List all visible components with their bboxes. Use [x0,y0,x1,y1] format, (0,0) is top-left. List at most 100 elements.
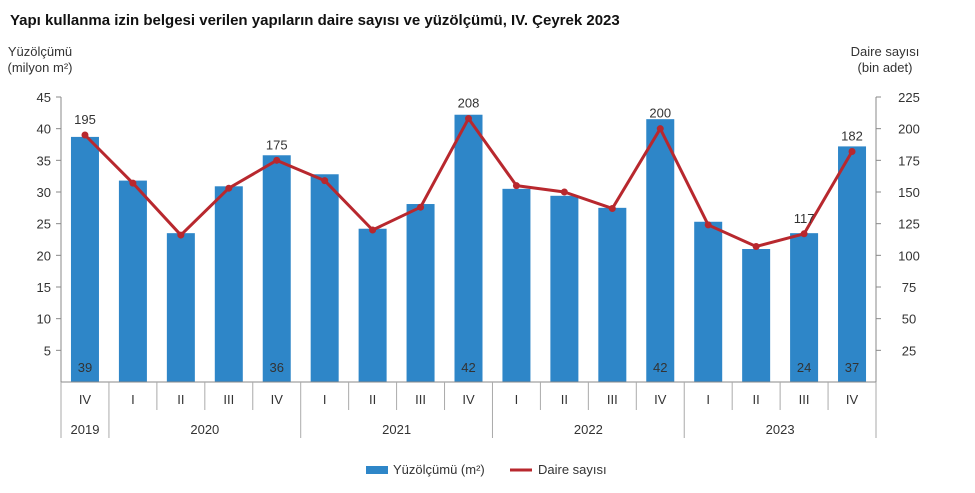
data-labels: 39 36 42 42 24 37 195 175 208 200 117 182 [74,96,863,375]
quarter-label: I [131,392,135,407]
quarter-label: II [561,392,568,407]
right-tick-label: 125 [898,217,920,232]
left-tick-label: 10 [37,312,51,327]
right-tick-label: 200 [898,122,920,137]
left-tick-label: 40 [37,122,51,137]
quarter-label: II [753,392,760,407]
quarter-label: IV [462,392,475,407]
left-tick-label: 30 [37,185,51,200]
left-tick-label: 5 [44,343,51,358]
bar-value-label: 37 [845,360,859,375]
legend-bar-swatch [366,466,388,474]
left-axis-label: Yüzölçümü [8,44,72,59]
bar-value-label: 42 [653,360,667,375]
line-point [848,147,856,155]
quarter-label: III [223,392,234,407]
quarter-label: IV [79,392,92,407]
legend: Yüzölçümü (m²) Daire sayısı [366,462,607,477]
quarter-label: IV [654,392,667,407]
bar [694,221,723,382]
line-point [560,188,568,196]
bar [118,180,147,382]
bar-series [70,114,867,383]
line-point [704,221,712,229]
line-point [752,242,760,250]
bar-value-label: 24 [797,360,811,375]
bar [358,228,387,382]
chart-title: Yapı kullanma izin belgesi verilen yapıl… [10,12,620,29]
year-label: 2020 [190,422,219,437]
right-tick-label: 175 [898,153,920,168]
quarter-label: IV [271,392,284,407]
line-value-label: 208 [458,96,480,111]
line-point [608,204,616,212]
line-point [656,125,664,133]
quarter-label: I [323,392,327,407]
legend-label: Yüzölçümü (m²) [393,462,485,477]
quarter-label: II [177,392,184,407]
line-value-label: 182 [841,128,863,143]
quarter-label: III [799,392,810,407]
line-point [273,156,281,164]
bar [742,249,771,382]
quarter-label: II [369,392,376,407]
bar [646,119,675,383]
left-tick-label: 15 [37,280,51,295]
left-axis-label: (milyon m²) [8,60,73,75]
right-axis-label: Daire sayısı [851,44,920,59]
line-point [512,182,520,190]
line-point [417,203,425,211]
line-value-label: 200 [649,106,671,121]
left-tick-label: 45 [37,90,51,105]
bar [454,114,483,382]
right-tick-label: 150 [898,185,920,200]
quarter-label: I [706,392,710,407]
left-tick-label: 20 [37,248,51,263]
quarter-label: I [515,392,519,407]
right-axis-label: (bin adet) [858,60,913,75]
bar [550,195,579,382]
chart-axes: Yüzölçümü(milyon m²) Daire sayısı(bin ade… [8,44,920,382]
right-tick-label: 75 [902,280,916,295]
left-tick-label: 25 [37,217,51,232]
quarter-label: IV [846,392,859,407]
line-value-label: 117 [794,211,815,226]
line-point [129,179,137,187]
bar [406,204,435,382]
year-label: 2022 [574,422,603,437]
line-point [177,231,185,239]
line-point [800,230,808,238]
bar [166,233,195,382]
bar [790,233,819,382]
bar-value-label: 39 [78,360,92,375]
quarter-label: III [415,392,426,407]
line-point [465,115,472,123]
line-value-label: 195 [74,112,96,127]
line-value-label: 175 [266,137,288,152]
bar-value-label: 36 [270,360,284,375]
right-tick-label: 100 [898,248,920,263]
legend-label: Daire sayısı [538,462,607,477]
year-label: 2021 [382,422,411,437]
quarter-label: III [607,392,618,407]
right-tick-label: 25 [902,343,916,358]
left-tick-label: 35 [37,153,51,168]
line-point [81,131,89,139]
bar [70,136,99,382]
bar-value-label: 42 [461,360,475,375]
right-tick-label: 50 [902,312,916,327]
line-point [225,184,233,192]
bar [214,186,243,382]
year-label: 2019 [71,422,100,437]
bar [502,188,531,382]
line-point [369,226,377,234]
bar [262,155,291,382]
bar [838,146,867,382]
right-tick-label: 225 [898,90,920,105]
year-label: 2023 [766,422,795,437]
bar [598,207,627,382]
line-series [81,115,856,250]
line-point [321,177,329,185]
